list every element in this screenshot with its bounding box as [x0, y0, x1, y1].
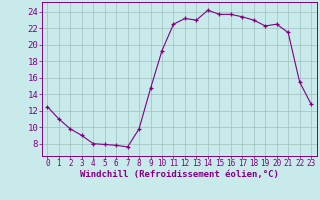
X-axis label: Windchill (Refroidissement éolien,°C): Windchill (Refroidissement éolien,°C): [80, 170, 279, 179]
